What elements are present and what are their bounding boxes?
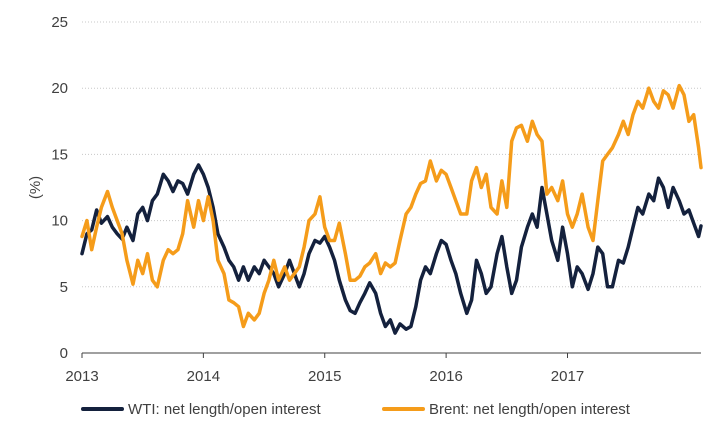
y-axis-ticks: 0 5 10 15 20 25: [51, 14, 68, 362]
y-tick-label: 0: [60, 345, 68, 362]
x-tick-label: 2014: [187, 368, 220, 385]
series-line-brent: [80, 83, 703, 329]
y-tick-label: 20: [51, 80, 68, 97]
x-tick-label: 2016: [429, 368, 462, 385]
y-tick-label: 10: [51, 213, 68, 230]
series-line-wti: [80, 163, 703, 335]
y-tick-label: 25: [51, 14, 68, 31]
series-lines: [80, 83, 703, 335]
gridlines: [82, 21, 701, 288]
legend-label-brent: Brent: net length/open interest: [429, 401, 631, 418]
legend: WTI: net length/open interest Brent: net …: [81, 401, 631, 418]
x-tick-label: 2013: [65, 368, 98, 385]
x-tick-label: 2017: [551, 368, 584, 385]
x-tick-label: 2015: [308, 368, 341, 385]
y-tick-label: 5: [60, 279, 68, 296]
y-tick-label: 15: [51, 146, 68, 163]
y-axis-title: (%): [27, 176, 44, 199]
legend-label-wti: WTI: net length/open interest: [128, 401, 321, 418]
x-axis-ticks: 2013 2014 2015 2016 2017: [65, 353, 584, 385]
